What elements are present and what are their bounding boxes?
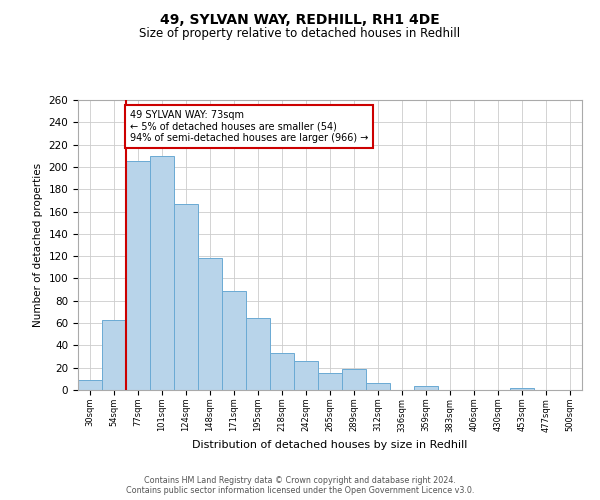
Text: Contains HM Land Registry data © Crown copyright and database right 2024.: Contains HM Land Registry data © Crown c…: [144, 476, 456, 485]
Y-axis label: Number of detached properties: Number of detached properties: [33, 163, 43, 327]
Bar: [150, 156, 174, 390]
Bar: [270, 353, 294, 390]
Bar: [174, 204, 198, 390]
X-axis label: Distribution of detached houses by size in Redhill: Distribution of detached houses by size …: [193, 440, 467, 450]
Bar: [510, 388, 534, 390]
Bar: [126, 162, 150, 390]
Bar: [222, 290, 246, 390]
Bar: [318, 374, 342, 390]
Bar: [198, 258, 222, 390]
Bar: [366, 384, 390, 390]
Text: Size of property relative to detached houses in Redhill: Size of property relative to detached ho…: [139, 28, 461, 40]
Text: 49, SYLVAN WAY, REDHILL, RH1 4DE: 49, SYLVAN WAY, REDHILL, RH1 4DE: [160, 12, 440, 26]
Bar: [102, 320, 126, 390]
Bar: [78, 380, 102, 390]
Bar: [414, 386, 438, 390]
Bar: [246, 318, 270, 390]
Bar: [342, 369, 366, 390]
Text: Contains public sector information licensed under the Open Government Licence v3: Contains public sector information licen…: [126, 486, 474, 495]
Bar: [294, 361, 318, 390]
Text: 49 SYLVAN WAY: 73sqm
← 5% of detached houses are smaller (54)
94% of semi-detach: 49 SYLVAN WAY: 73sqm ← 5% of detached ho…: [130, 110, 368, 143]
